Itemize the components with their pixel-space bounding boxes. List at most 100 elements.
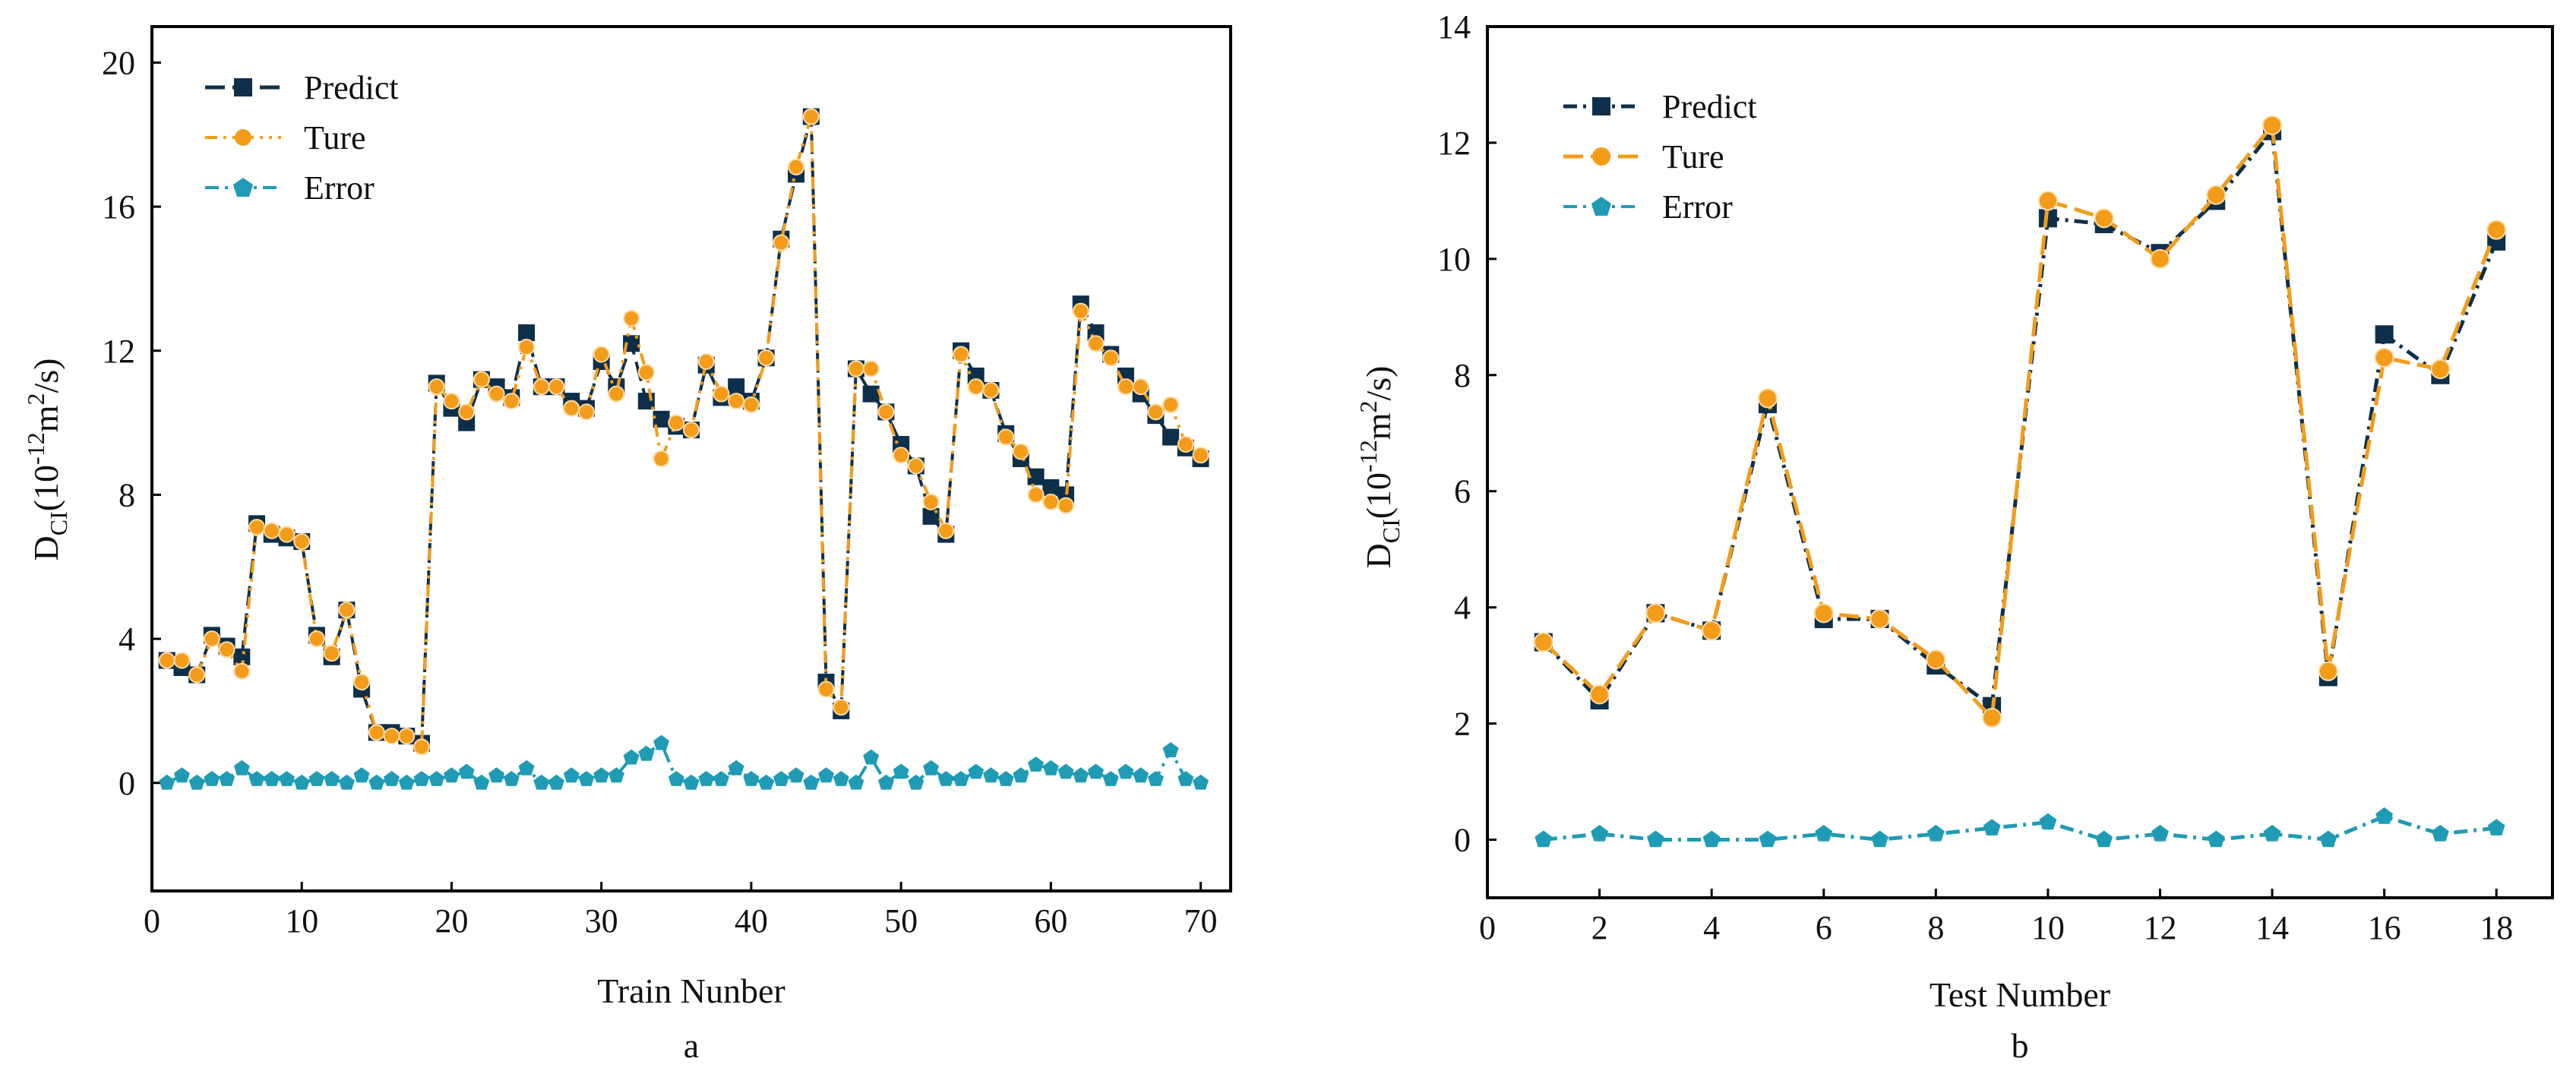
- data-point-ture: [533, 378, 550, 396]
- data-point-error: [2432, 824, 2449, 842]
- data-point-ture: [1757, 388, 1778, 409]
- data-point-ture: [668, 414, 685, 431]
- y-tick-label: 0: [119, 765, 135, 802]
- legend-marker-ture: [1592, 147, 1610, 166]
- data-point-ture: [1072, 302, 1089, 320]
- y-axis-title-b: DCI(10-12m2/s): [1354, 366, 1405, 569]
- data-point-ture: [503, 393, 520, 410]
- x-tick-label: 18: [2480, 909, 2513, 946]
- data-point-ture: [2262, 115, 2283, 135]
- y-tick-label: 8: [1454, 357, 1471, 394]
- data-point-error: [308, 771, 325, 786]
- data-point-error: [204, 771, 220, 786]
- data-point-error: [1702, 830, 1721, 848]
- y-tick-label: 16: [102, 188, 135, 226]
- y-tick-label: 10: [1437, 241, 1471, 278]
- data-point-error: [818, 767, 834, 783]
- data-point-ture: [1057, 497, 1075, 514]
- data-point-error: [668, 771, 684, 786]
- data-point-predict: [728, 378, 745, 396]
- data-point-ture: [1926, 649, 1946, 670]
- data-point-error: [1759, 830, 1777, 848]
- y-axis-title-a: DCI(10-12m2/s): [22, 359, 72, 561]
- data-point-ture: [637, 364, 655, 381]
- legend-label-error: Error: [304, 169, 375, 207]
- data-point-error: [698, 771, 715, 786]
- data-point-ture: [218, 641, 235, 659]
- data-point-ture: [802, 108, 820, 125]
- data-point-predict: [1042, 479, 1060, 496]
- data-point-ture: [907, 457, 925, 475]
- x-tick-label: 4: [1703, 909, 1720, 946]
- data-point-ture: [308, 630, 325, 648]
- x-tick-label: 40: [735, 902, 768, 940]
- data-point-ture: [1589, 684, 1610, 705]
- series-a: [158, 108, 1209, 790]
- data-point-error: [1102, 771, 1119, 786]
- data-point-ture: [967, 378, 985, 396]
- data-point-error: [2039, 813, 2057, 830]
- x-tick-label: 8: [1927, 909, 1944, 946]
- y-axis-title-sup2: 2: [1354, 401, 1382, 413]
- series-ture: [1533, 115, 2507, 728]
- ticks-a: 0 10 20 30 40 50 60 70 0 4 8 12 16 20: [102, 44, 1218, 940]
- data-point-error: [2207, 830, 2225, 848]
- data-point-error: [458, 763, 475, 779]
- data-point-ture: [653, 450, 670, 467]
- data-point-ture: [188, 666, 206, 684]
- data-point-ture: [278, 526, 296, 543]
- series-line-error: [1543, 814, 2497, 842]
- data-point-error: [368, 774, 385, 790]
- data-point-ture: [248, 519, 266, 536]
- data-point-ture: [953, 346, 969, 363]
- data-point-ture: [428, 378, 445, 396]
- x-tick-label: 6: [1816, 909, 1832, 946]
- data-point-error: [1162, 742, 1179, 757]
- data-point-error: [593, 767, 610, 783]
- data-point-error: [743, 771, 760, 786]
- legend-label-predict: Predict: [1662, 88, 1757, 125]
- data-point-ture: [2374, 347, 2394, 368]
- data-point-error: [188, 774, 205, 790]
- data-point-ture: [458, 403, 476, 421]
- data-point-error: [1193, 774, 1209, 790]
- data-point-error: [983, 767, 999, 783]
- x-tick-label: 2: [1591, 909, 1608, 946]
- x-tick-label: 14: [2255, 909, 2289, 946]
- data-point-ture: [593, 346, 610, 363]
- data-point-error: [279, 771, 295, 786]
- data-point-ture: [263, 522, 280, 539]
- data-point-ture: [2318, 661, 2338, 681]
- data-point-ture: [1027, 486, 1045, 504]
- data-point-ture: [1132, 378, 1149, 396]
- legend-item-error: Error: [205, 169, 375, 207]
- data-point-ture: [293, 533, 311, 551]
- legend-b: Predict Ture Error: [1563, 88, 1757, 226]
- data-point-ture: [1870, 608, 1890, 629]
- y-axis-title-main: D: [27, 535, 65, 561]
- y-axis-title-main: D: [1359, 543, 1398, 568]
- y-axis-title-rest-c: /s): [27, 359, 65, 393]
- data-point-error: [1983, 819, 2001, 836]
- y-tick-label: 6: [1454, 473, 1471, 510]
- data-point-error: [1133, 767, 1149, 783]
- legend-marker-error: [233, 178, 253, 197]
- data-point-ture: [2430, 359, 2451, 380]
- data-point-error: [2151, 824, 2169, 842]
- data-point-ture: [368, 724, 385, 741]
- legend-label-error: Error: [1662, 188, 1733, 226]
- data-point-error: [1591, 824, 1608, 842]
- legend-marker-error: [1591, 197, 1611, 216]
- data-point-error: [398, 774, 415, 790]
- data-point-ture: [893, 447, 910, 464]
- data-point-error: [997, 771, 1014, 786]
- data-point-ture: [1533, 632, 1554, 652]
- data-point-ture: [937, 522, 955, 539]
- y-axis-title-rest-a: (10: [27, 465, 65, 511]
- data-point-error: [503, 771, 520, 786]
- legend-marker-predict: [1592, 97, 1610, 115]
- data-point-error: [219, 771, 235, 786]
- data-point-ture: [338, 602, 356, 619]
- data-point-predict: [653, 410, 670, 428]
